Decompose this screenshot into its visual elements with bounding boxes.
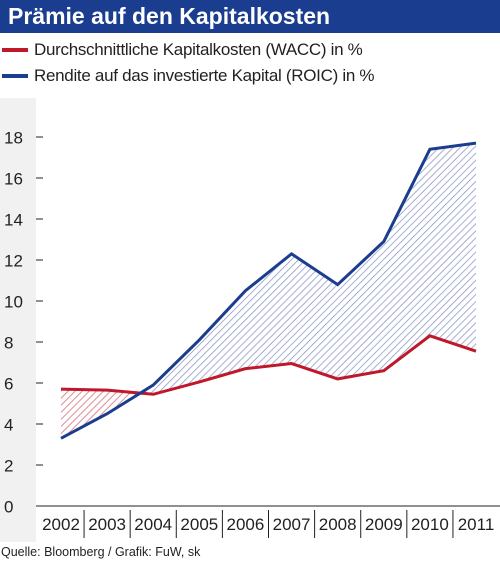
spread-fill-segment bbox=[61, 389, 108, 439]
y-tick-label: 6 bbox=[4, 375, 13, 394]
x-tick-label: 2005 bbox=[180, 515, 218, 534]
x-tick-label: 2008 bbox=[319, 515, 357, 534]
legend-label-roic: Rendite auf das investierte Kapital (ROI… bbox=[34, 66, 375, 85]
y-tick-label: 16 bbox=[4, 170, 23, 189]
x-tick-label: 2006 bbox=[227, 515, 265, 534]
spread-fill-segment bbox=[429, 143, 476, 352]
legend-swatch-roic bbox=[2, 74, 28, 78]
legend: Durchschnittliche Kapitalkosten (WACC) i… bbox=[0, 37, 500, 89]
y-tick-label: 8 bbox=[4, 334, 13, 353]
x-tick-label: 2003 bbox=[88, 515, 126, 534]
y-tick-label: 14 bbox=[4, 211, 23, 230]
x-tick-label: 2007 bbox=[273, 515, 311, 534]
y-tick-label: 18 bbox=[4, 129, 23, 148]
y-tick-label: 4 bbox=[4, 416, 13, 435]
x-tick-label: 2002 bbox=[42, 515, 80, 534]
legend-item-wacc: Durchschnittliche Kapitalkosten (WACC) i… bbox=[0, 37, 500, 63]
wacc-line bbox=[60, 334, 477, 396]
legend-label-wacc: Durchschnittliche Kapitalkosten (WACC) i… bbox=[34, 40, 363, 59]
y-tick-label: 12 bbox=[4, 252, 23, 271]
legend-swatch-wacc bbox=[2, 48, 28, 52]
spread-fill-segment bbox=[383, 149, 430, 371]
chart-area: 0 2 4 6 8 10 12 14 16 18 2002 2003 2004 2005 2006 2007… bbox=[0, 98, 500, 542]
chart-title: Prämie auf den Kapitalkosten bbox=[0, 0, 500, 33]
line-chart: 0 2 4 6 8 10 12 14 16 18 2002 2003 2004 2005 2006 2007… bbox=[0, 98, 500, 542]
legend-item-roic: Rendite auf das investierte Kapital (ROI… bbox=[0, 63, 500, 89]
source-note: Quelle: Bloomberg / Grafik: FuW, sk bbox=[1, 545, 201, 559]
x-tick-label: 2010 bbox=[411, 515, 449, 534]
spread-fill-segment bbox=[153, 339, 200, 395]
y-tick-label: 10 bbox=[4, 293, 23, 312]
y-tick-label: 0 bbox=[4, 498, 13, 517]
spread-fill-segment bbox=[291, 253, 338, 379]
x-tick-label: 2011 bbox=[458, 515, 495, 534]
x-tick-label: 2009 bbox=[365, 515, 403, 534]
roic-line bbox=[60, 141, 477, 440]
y-tick-label: 2 bbox=[4, 457, 13, 476]
x-tick-label: 2004 bbox=[134, 515, 172, 534]
spread-fill-segment bbox=[199, 290, 246, 382]
